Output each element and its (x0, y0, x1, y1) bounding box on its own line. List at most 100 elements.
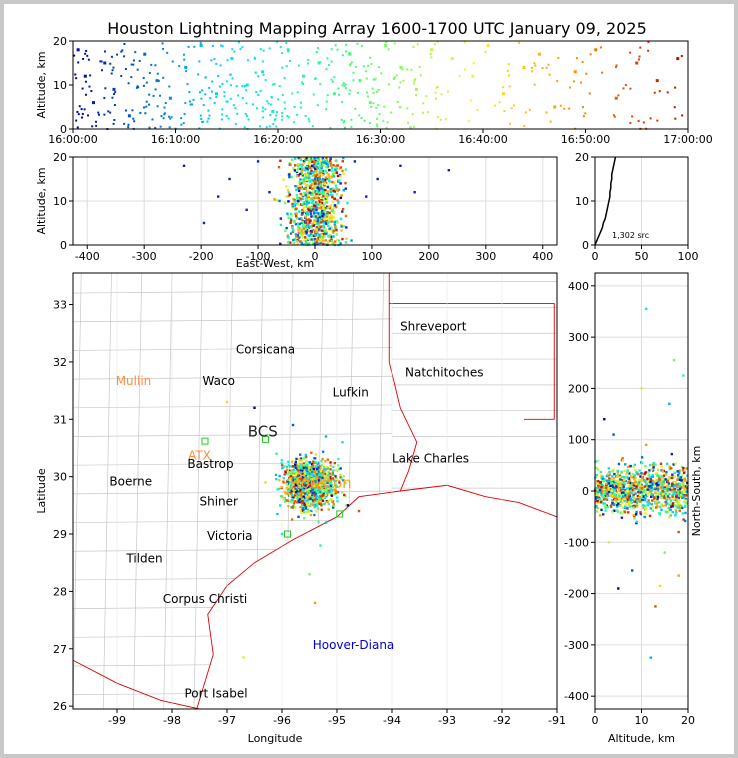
east-west-point (316, 242, 320, 245)
time-height-point (530, 66, 533, 69)
east-west-point (313, 186, 316, 189)
time-height-point (237, 41, 240, 44)
east-west-point (328, 179, 331, 183)
east-west-point (311, 182, 315, 186)
east-west-point (311, 199, 315, 202)
east-west-point (305, 198, 308, 201)
map-source-point (305, 455, 308, 458)
time-height-point (334, 44, 337, 47)
time-height-point (154, 64, 157, 67)
y-tick-label: 0 (582, 485, 589, 498)
map-source-point (301, 469, 304, 472)
east-west-point (290, 175, 293, 179)
map-source-point (297, 500, 300, 504)
east-west-point (314, 160, 317, 163)
map-source-point (314, 492, 317, 495)
east-west-point (307, 162, 311, 165)
map-source-point (290, 492, 293, 496)
map-source-point (318, 476, 321, 479)
east-west-point (335, 228, 338, 232)
map-source-point (296, 488, 299, 491)
east-west-point (293, 164, 297, 167)
y-tick-label: -400 (564, 690, 589, 703)
north-south-point (627, 477, 631, 480)
north-south-point (607, 472, 610, 476)
east-west-point (332, 220, 335, 223)
map-source-point (276, 488, 279, 491)
map-source-point (296, 469, 300, 472)
time-height-point (337, 87, 340, 90)
time-height-point (164, 101, 167, 104)
map-source-point (344, 495, 347, 498)
map-source-point (344, 482, 347, 485)
map-source-point (290, 481, 293, 484)
north-south-point (668, 402, 671, 405)
time-height-point (341, 84, 344, 87)
time-height-point (387, 48, 390, 51)
map-source-point (303, 517, 306, 520)
east-west-point (322, 225, 325, 228)
map-source-point (309, 469, 312, 472)
east-west-point (316, 186, 320, 189)
east-west-point (317, 223, 320, 227)
time-height-point (161, 42, 164, 45)
time-height-point (376, 125, 379, 128)
north-south-point (616, 473, 620, 476)
north-south-point (632, 465, 635, 469)
x-tick-label: 10 (635, 714, 649, 727)
east-west-point (315, 169, 318, 173)
north-south-point (623, 492, 626, 495)
east-west-point (309, 198, 313, 201)
north-south-point (627, 501, 631, 504)
north-south-point (621, 496, 624, 500)
north-south-point (604, 497, 607, 501)
north-south-point (679, 493, 682, 497)
map-source-point (298, 501, 302, 504)
time-height-point (512, 104, 515, 107)
north-south-point (637, 500, 640, 503)
time-height-point (103, 113, 106, 116)
map-source-point (318, 484, 322, 487)
east-west-point (332, 206, 336, 209)
east-west-point (330, 175, 334, 178)
east-west-point (316, 219, 320, 223)
north-south-point (603, 489, 607, 492)
map-source-point (336, 496, 339, 499)
time-height-point (156, 105, 159, 108)
time-height-point (107, 110, 110, 113)
east-west-point (307, 192, 310, 195)
map-source-point (301, 501, 305, 504)
map-source-point (291, 423, 295, 427)
north-south-point (640, 496, 643, 500)
north-south-point (643, 472, 646, 475)
north-south-point (635, 487, 638, 490)
east-west-point (330, 193, 333, 197)
time-height-point (237, 94, 240, 97)
county-line (102, 273, 112, 709)
north-south-point (621, 483, 624, 487)
time-height-point (369, 122, 372, 125)
east-west-point (291, 226, 294, 229)
map-source-point (296, 483, 299, 487)
map-source-point (282, 480, 285, 483)
north-south-point (623, 469, 626, 473)
time-height-point (358, 79, 362, 83)
time-height-point (617, 94, 620, 97)
map-source-point (311, 474, 314, 477)
north-south-point (662, 480, 666, 483)
east-west-point (300, 172, 304, 175)
north-south-point (677, 496, 680, 500)
east-west-point (324, 176, 328, 179)
time-height-point (191, 103, 194, 106)
map-source-point (314, 466, 317, 470)
east-west-point (310, 238, 313, 241)
north-south-point (603, 502, 607, 506)
map-source-point (320, 504, 323, 507)
east-west-point (331, 242, 334, 246)
county-line (73, 404, 393, 409)
map-source-point (300, 503, 304, 507)
map-source-point (300, 484, 304, 488)
time-height-point (528, 108, 531, 111)
north-south-point (607, 490, 611, 494)
time-height-point (97, 111, 100, 114)
